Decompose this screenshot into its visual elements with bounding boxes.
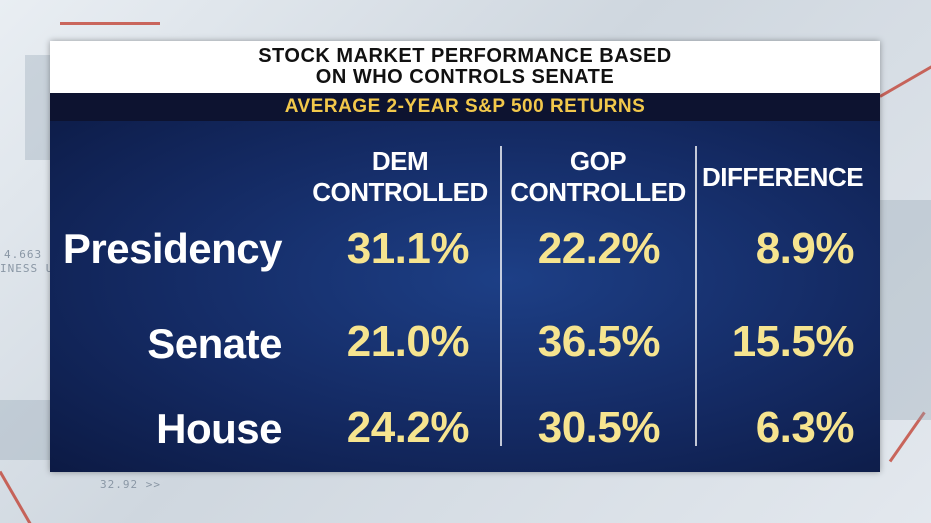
background-panel bbox=[0, 400, 50, 460]
returns-table: DEM CONTROLLED GOP CONTROLLED DIFFERENCE… bbox=[50, 121, 880, 472]
cell-senate-diff: 15.5% bbox=[731, 317, 855, 366]
background-ticker-text: 4.663 bbox=[4, 248, 43, 261]
row-label-presidency: Presidency bbox=[62, 225, 283, 272]
graphic-title: STOCK MARKET PERFORMANCE BASED ON WHO CO… bbox=[50, 41, 880, 93]
cell-presidency-diff: 8.9% bbox=[755, 224, 855, 273]
cell-house-dem: 24.2% bbox=[346, 403, 470, 452]
row-label-house: House bbox=[156, 405, 282, 452]
graphic-title-line-2: ON WHO CONTROLS SENATE bbox=[315, 66, 615, 88]
stats-graphic-card: STOCK MARKET PERFORMANCE BASED ON WHO CO… bbox=[50, 41, 880, 472]
cell-presidency-dem: 31.1% bbox=[346, 224, 470, 273]
cell-house-gop: 30.5% bbox=[537, 403, 661, 452]
row-label-senate: Senate bbox=[147, 320, 282, 367]
column-divider bbox=[695, 146, 697, 446]
background-panel bbox=[880, 200, 931, 420]
background-panel bbox=[25, 55, 50, 160]
background-red-stripe bbox=[0, 470, 42, 523]
cell-presidency-gop: 22.2% bbox=[537, 224, 661, 273]
background-ticker-text: INESS U bbox=[0, 262, 54, 275]
graphic-subtitle: AVERAGE 2-YEAR S&P 500 RETURNS bbox=[50, 93, 880, 121]
column-header-gop: GOP CONTROLLED bbox=[510, 146, 686, 207]
column-header-difference: DIFFERENCE bbox=[701, 162, 864, 192]
cell-house-diff: 6.3% bbox=[755, 403, 855, 452]
cell-senate-gop: 36.5% bbox=[537, 317, 661, 366]
graphic-title-line-1: STOCK MARKET PERFORMANCE BASED bbox=[258, 45, 672, 67]
background-red-stripe bbox=[879, 65, 931, 98]
column-header-dem: DEM CONTROLLED bbox=[312, 146, 488, 207]
background-red-stripe bbox=[60, 22, 160, 25]
cell-senate-dem: 21.0% bbox=[346, 317, 470, 366]
column-divider bbox=[500, 146, 502, 446]
background-ticker-text: 32.92 >> bbox=[100, 478, 161, 491]
